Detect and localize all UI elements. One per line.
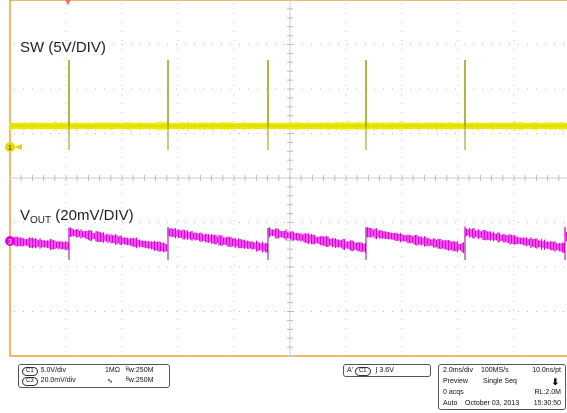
ch1-scale: 5.0V/div <box>40 367 66 374</box>
ch3-marker[interactable]: 3 <box>5 236 15 246</box>
acq-time: 15:30:50 <box>533 400 561 407</box>
acq-mode: Preview <box>443 378 468 385</box>
trigger-level: 3.6V <box>379 367 394 374</box>
record-length: RL:2.0M <box>534 389 561 396</box>
ch3-tag[interactable]: C3 <box>22 377 38 386</box>
trigger-position-marker[interactable] <box>65 0 71 5</box>
acq-count: 0 acqs <box>443 389 464 396</box>
trigger-tag: A' <box>347 367 354 374</box>
seq-mode: Single Seq <box>483 378 517 385</box>
sw-waveform <box>9 60 567 150</box>
trigger-settings-panel[interactable]: A' C1 ∫ 3.6V <box>343 364 431 377</box>
channel-settings-panel[interactable]: C1 5.0V/div 1MΩ ᴮw:250M C3 20.0mV/div ∿ ᴮw… <box>18 364 170 388</box>
svg-text:1: 1 <box>8 145 12 152</box>
sample-rate: 100MS/s <box>481 367 509 374</box>
ch1-bandwidth: ᴮw:250M <box>126 367 154 374</box>
resolution: 10.0ns/pt <box>532 367 561 374</box>
trigger-mode: Auto <box>443 400 458 407</box>
single-seq-arrow-icon: ⬇ <box>551 377 559 387</box>
ch3-coupling-icon: ∿ <box>107 378 113 385</box>
trigger-slope-icon: ∫ <box>375 367 378 374</box>
ch1-impedance: 1MΩ <box>105 367 120 374</box>
graticule-grid <box>9 0 567 357</box>
timebase: 2.0ms/div <box>443 367 473 374</box>
vout-label: VOUT (20mV/DIV) <box>20 207 134 226</box>
acquisition-panel[interactable]: 2.0ms/div 100MS/s 10.0ns/pt Preview Sing… <box>438 364 566 410</box>
sw-label: SW (5V/DIV) <box>20 39 106 56</box>
ch3-bandwidth: ᴮw:250M <box>126 377 154 384</box>
ch3-scale: 20.0mV/div <box>40 377 76 384</box>
trigger-source[interactable]: C1 <box>354 367 371 376</box>
svg-text:3: 3 <box>8 239 12 246</box>
vout-waveform <box>9 226 567 260</box>
acq-date: October 03, 2013 <box>465 400 520 407</box>
ch1-tag[interactable]: C1 <box>22 367 38 376</box>
ch1-marker[interactable]: 1 <box>5 142 22 152</box>
